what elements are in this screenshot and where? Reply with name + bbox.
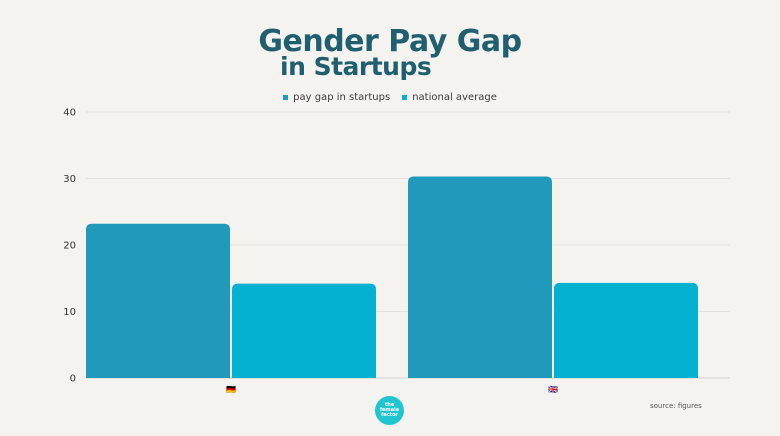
x-tick-label: 🇬🇧 bbox=[548, 385, 558, 394]
legend-item-national: national average bbox=[402, 92, 497, 103]
logo-text: the female factor bbox=[379, 402, 400, 418]
bar-startups-0 bbox=[86, 223, 230, 378]
chart-title-line2: in Startups bbox=[280, 52, 432, 81]
bar-national-1 bbox=[554, 282, 698, 378]
y-tick-label: 10 bbox=[63, 307, 76, 318]
legend-swatch-national bbox=[402, 95, 408, 100]
y-tick-label: 20 bbox=[63, 241, 76, 252]
source-note: source: figures bbox=[650, 402, 702, 410]
y-tick-label: 0 bbox=[70, 374, 76, 385]
female-factor-logo: the female factor bbox=[375, 396, 404, 425]
chart-title-line1: Gender Pay Gap bbox=[258, 24, 522, 59]
legend: pay gap in startups national average bbox=[0, 92, 780, 103]
bar-startups-1 bbox=[408, 176, 552, 378]
legend-swatch-startups bbox=[283, 95, 289, 100]
x-tick-label: 🇩🇪 bbox=[226, 385, 236, 394]
y-tick-label: 40 bbox=[63, 108, 76, 119]
legend-item-startups: pay gap in startups bbox=[283, 92, 390, 103]
y-tick-label: 30 bbox=[63, 174, 76, 185]
legend-label-startups: pay gap in startups bbox=[293, 92, 391, 103]
legend-label-national: national average bbox=[412, 92, 497, 103]
bar-national-0 bbox=[232, 283, 376, 378]
